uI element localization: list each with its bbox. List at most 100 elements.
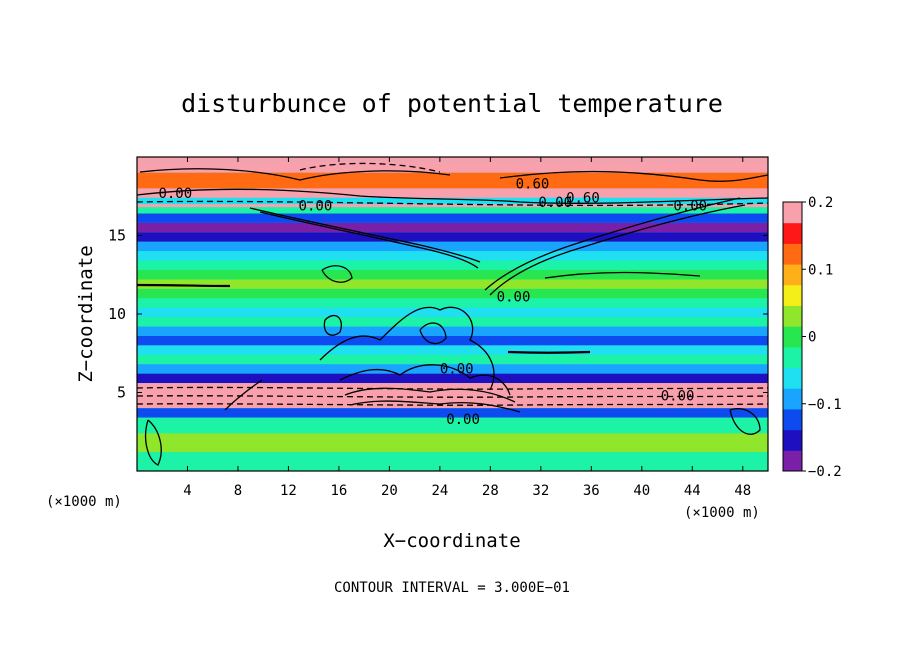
colorbar-band (783, 243, 802, 265)
x-tick-label: 4 (183, 483, 191, 499)
contour-line (139, 168, 451, 181)
colorbar-bands (783, 202, 802, 472)
heatmap-cell (137, 232, 768, 242)
contour-label: 0.00 (661, 388, 695, 404)
heatmap-cell (137, 260, 768, 271)
x-tick-label: 48 (734, 483, 751, 499)
contour-line (489, 204, 746, 296)
contour-label: 0.00 (497, 289, 531, 305)
heatmap-cell (137, 279, 768, 289)
contour-line (299, 162, 441, 173)
contour-line (544, 271, 701, 279)
heatmap-cell (137, 307, 768, 318)
heatmap-cell (137, 317, 768, 327)
contour-label: 0.00 (446, 412, 480, 428)
colorbar-band (783, 367, 802, 389)
colorbar-tick-label: 0.1 (808, 262, 833, 278)
heatmap-cell (137, 270, 768, 280)
heatmap-cell (137, 157, 768, 161)
heatmap-cell (137, 207, 768, 214)
contour-line (144, 419, 162, 466)
heatmap-cell (137, 364, 768, 374)
x-axis-unit-left: (×1000 m) (46, 494, 122, 510)
contour-features (137, 162, 768, 466)
heatmap-cell (137, 417, 768, 434)
colorbar-band (783, 264, 802, 286)
colorbar-tick-label: 0 (808, 330, 816, 346)
contour-label: 0.00 (673, 198, 707, 214)
heatmap-cell (137, 241, 768, 252)
contour-line (224, 379, 263, 411)
contour-label: 0.60 (516, 176, 550, 192)
colorbar-band (783, 284, 802, 306)
heatmap-cell (137, 288, 768, 299)
contour-label: 0.00 (299, 198, 333, 214)
heatmap-cell (137, 172, 768, 189)
contour-line (319, 306, 495, 391)
heatmap-cell (137, 354, 768, 365)
heatmap-cell (137, 335, 768, 346)
contour-line (137, 200, 768, 207)
colorbar-tick-label: −0.2 (808, 464, 842, 480)
contour-line (249, 207, 481, 263)
contour-label: 0.00 (440, 362, 474, 378)
x-axis-label: X−coordinate (383, 530, 520, 552)
colorbar: 0.2 0.1 0 −0.1 −0.2 (782, 195, 842, 480)
contour-line (729, 408, 761, 435)
colorbar-band (783, 202, 802, 224)
contour-line (137, 283, 231, 288)
heatmap-cell (137, 222, 768, 233)
contour-line (259, 211, 479, 269)
heatmap-cell (137, 408, 768, 418)
contour-line (507, 350, 591, 354)
colorbar-band (783, 450, 802, 472)
x-axis-ticks: 4 8 12 16 20 24 28 32 36 40 44 48 (183, 157, 751, 499)
heatmap-cell (137, 326, 768, 336)
x-tick-label: 12 (280, 483, 297, 499)
y-tick-label: 15 (108, 227, 126, 245)
heatmap-cell (137, 433, 768, 453)
y-axis-ticks: 5 10 15 (108, 227, 768, 402)
heatmap-cell (137, 160, 768, 173)
contour-line (419, 322, 447, 345)
contour-label: 0.60 (566, 191, 600, 207)
x-axis-unit-right: (×1000 m) (684, 505, 760, 521)
contour-line (137, 386, 768, 390)
heatmap-cell (137, 188, 768, 198)
heatmap-cell (137, 213, 768, 223)
heatmap-cell (137, 197, 768, 205)
x-tick-label: 44 (684, 483, 701, 499)
x-tick-label: 40 (633, 483, 650, 499)
x-tick-label: 36 (583, 483, 600, 499)
y-tick-label: 10 (108, 305, 126, 323)
x-tick-label: 8 (234, 483, 242, 499)
x-tick-label: 20 (381, 483, 398, 499)
heatmap-layers (137, 157, 768, 471)
contour-line (323, 315, 342, 336)
colorbar-band (783, 305, 802, 327)
colorbar-tick-label: 0.2 (808, 195, 833, 211)
colorbar-band (783, 429, 802, 451)
plot-area: 0.000.600.000.600.00 0.000.000.000.000.00 (136, 156, 769, 472)
heatmap-cell (137, 373, 768, 384)
colorbar-tick-label: −0.1 (808, 397, 842, 413)
contour-interval-note: CONTOUR INTERVAL = 3.000E−01 (334, 580, 570, 596)
contour-line (321, 265, 353, 283)
y-tick-label: 5 (117, 384, 126, 402)
chart-title: disturbunce of potential temperature (181, 89, 723, 118)
heatmap-cell (137, 204, 768, 208)
x-tick-label: 16 (330, 483, 347, 499)
contour-line (137, 188, 768, 204)
contour-line (349, 400, 521, 413)
heatmap-cell (137, 298, 768, 308)
x-tick-label: 32 (532, 483, 549, 499)
contour-line (137, 403, 768, 406)
contour-line (344, 387, 516, 403)
x-tick-label: 24 (431, 483, 448, 499)
contour-label: 0.00 (538, 195, 572, 211)
colorbar-ticks: 0.2 0.1 0 −0.1 −0.2 (802, 195, 842, 480)
x-tick-label: 28 (482, 483, 499, 499)
colorbar-band (783, 346, 802, 369)
